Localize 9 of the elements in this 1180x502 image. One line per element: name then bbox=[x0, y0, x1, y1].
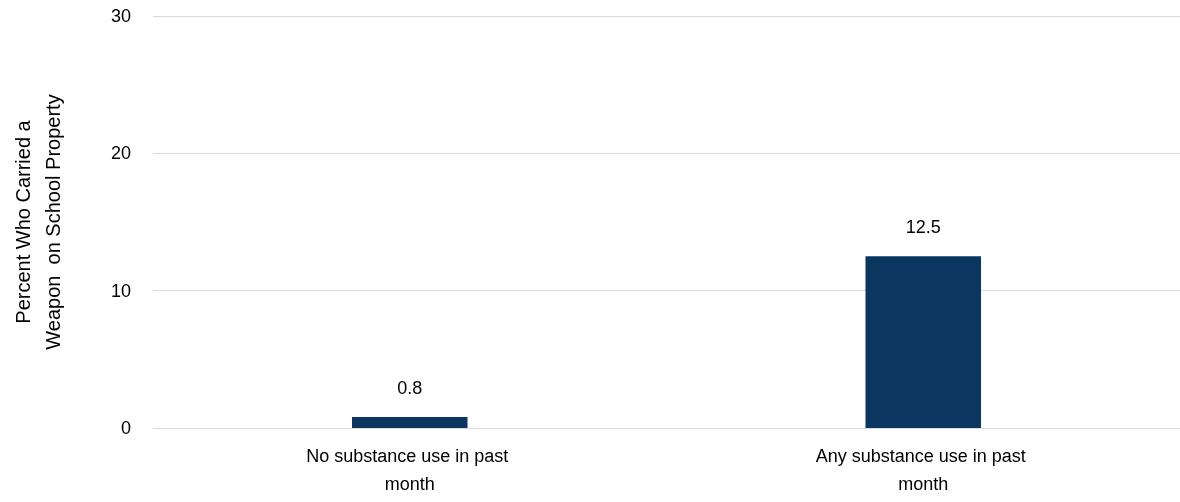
x-tick-label: Any substance use in past month bbox=[815, 446, 1031, 494]
y-tick-label: 10 bbox=[110, 280, 131, 301]
y-tick-label: 0 bbox=[120, 418, 131, 438]
y-tick-label: 30 bbox=[110, 6, 131, 26]
data-label: 0.8 bbox=[397, 378, 423, 399]
x-tick-label: No substance use in past month bbox=[306, 446, 514, 494]
data-label: 12.5 bbox=[905, 217, 941, 238]
y-axis-title: Percent Who Carried a Weapon on School Property bbox=[12, 94, 64, 350]
y-tick-label: 20 bbox=[110, 143, 131, 164]
